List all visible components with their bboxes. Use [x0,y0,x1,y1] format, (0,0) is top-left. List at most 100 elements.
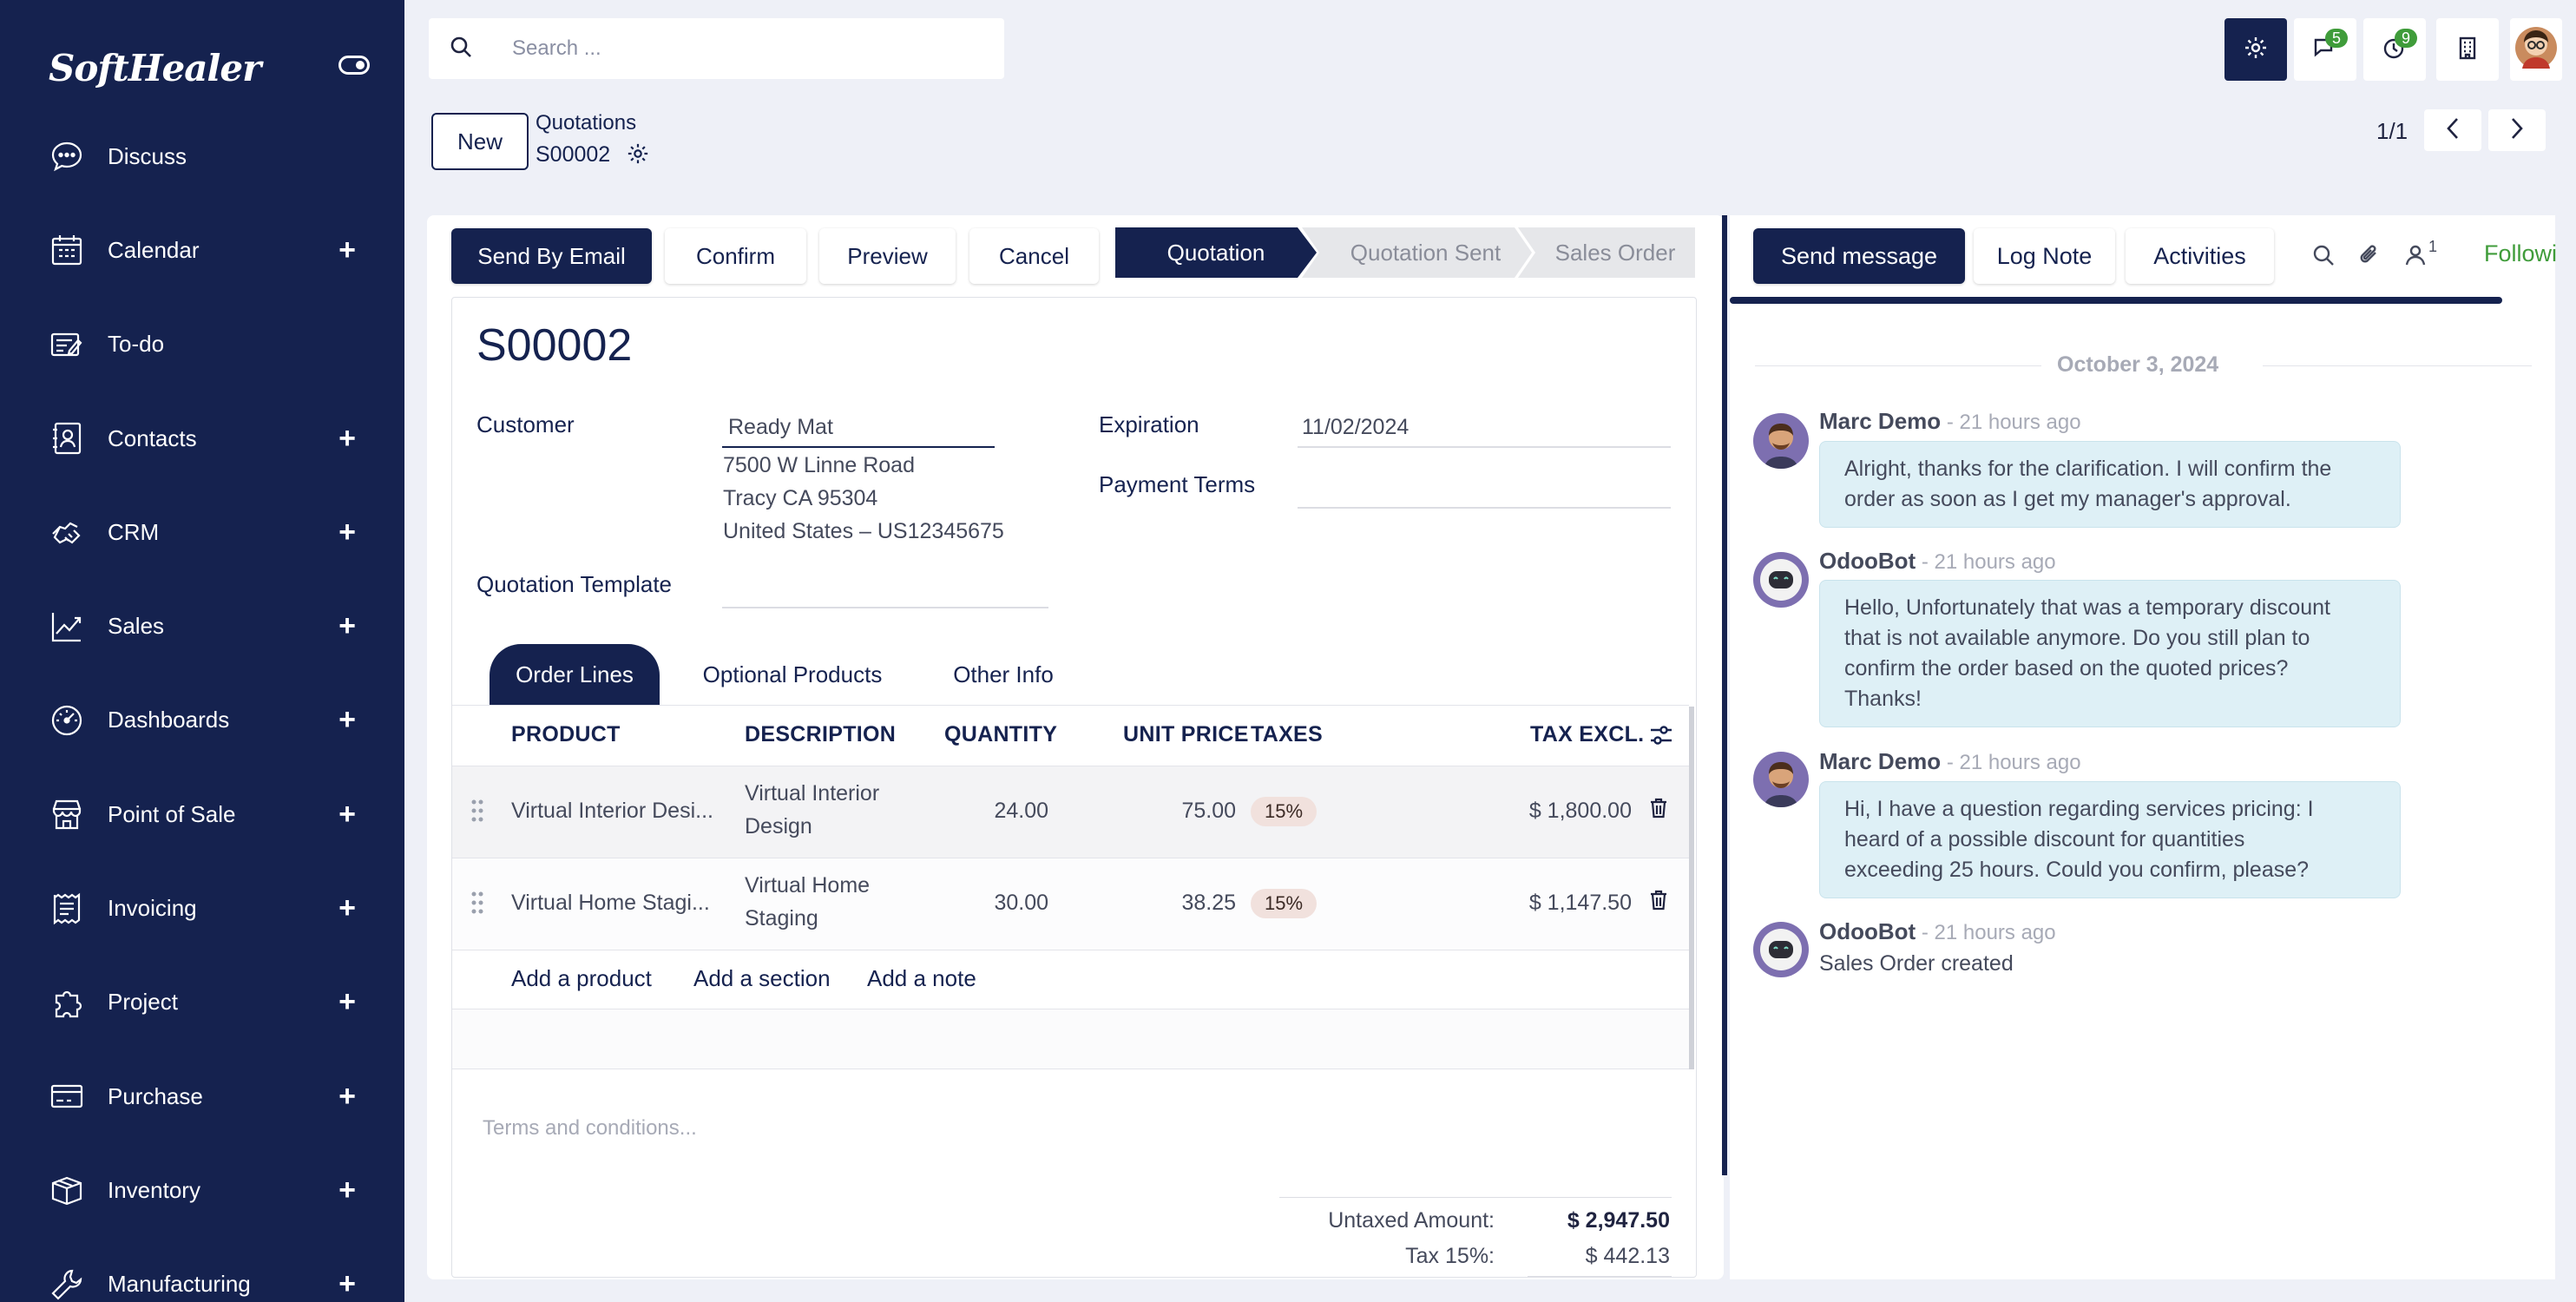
tab-order-lines[interactable]: Order Lines [490,644,660,705]
tab-other-info[interactable]: Other Info [953,661,1054,687]
plus-icon[interactable]: + [338,421,356,455]
col-product[interactable]: PRODUCT [511,722,621,746]
new-button[interactable]: New [431,113,529,170]
row-description-line1[interactable]: Virtual Home [745,873,871,898]
stage-quotation[interactable]: Quotation [1115,227,1317,278]
message-line: exceeding 25 hours. Could you confirm, p… [1844,858,2310,882]
sidebar-item-todo[interactable]: To-do [0,298,404,391]
row-description-line2[interactable]: Staging [745,906,818,930]
table-scrollbar[interactable] [1689,707,1694,1069]
plus-icon[interactable]: + [338,1173,356,1207]
activities-button[interactable]: Activities [2126,228,2274,284]
chatter-panel [1730,215,2555,1279]
col-taxes[interactable]: TAXES [1251,722,1323,746]
avatar[interactable] [1753,752,1809,807]
row-tax-badge[interactable]: 15% [1251,797,1318,826]
cancel-button[interactable]: Cancel [969,228,1099,284]
user-avatar[interactable] [2510,18,2562,81]
plus-icon[interactable]: + [338,985,356,1019]
pager-value[interactable]: 1/1 [2376,118,2408,144]
brand-logo[interactable]: SoftHealer [49,47,261,89]
sidebar-item-project[interactable]: Project + [0,956,404,1049]
plus-icon[interactable]: + [338,703,356,737]
author-name: Marc Demo [1819,408,1942,434]
sidebar-item-manufacturing[interactable]: Manufacturing + [0,1238,404,1302]
preview-button[interactable]: Preview [819,228,956,284]
following-button[interactable]: Followi [2484,240,2558,266]
drag-handle-icon[interactable] [470,891,484,919]
row-unit-price[interactable]: 75.00 [1181,799,1236,823]
trash-icon[interactable] [1649,889,1668,916]
sidebar-item-label: Manufacturing [108,1271,251,1298]
add-note-link[interactable]: Add a note [867,965,976,991]
plus-icon[interactable]: + [338,1079,356,1113]
send-message-button[interactable]: Send message [1753,228,1965,284]
chatter-resize-handle[interactable] [1722,215,1727,1175]
send-by-email-button[interactable]: Send By Email [451,228,652,284]
row-unit-price[interactable]: 38.25 [1181,891,1236,915]
stage-sales-order[interactable]: Sales Order [1518,227,1695,278]
sidebar-item-calendar[interactable]: Calendar + [0,203,404,297]
search-icon[interactable] [450,36,477,62]
avatar[interactable] [1753,552,1809,608]
avatar[interactable] [1753,922,1809,977]
activities-button[interactable]: 9 [2363,18,2426,81]
terms-and-conditions-input[interactable]: Terms and conditions... [483,1116,697,1140]
trash-icon[interactable] [1649,797,1668,824]
pager-previous-button[interactable] [2424,109,2481,151]
search-input[interactable] [512,36,998,61]
row-product[interactable]: Virtual Home Stagi... [511,891,710,915]
row-description-line1[interactable]: Virtual Interior [745,781,880,806]
col-tax-excl[interactable]: TAX EXCL. [1530,722,1645,746]
breadcrumb-parent[interactable]: Quotations [536,111,637,135]
sidebar-item-discuss[interactable]: Discuss [0,109,404,203]
sidebar-item-inventory[interactable]: Inventory + [0,1143,404,1237]
pager-next-button[interactable] [2488,109,2546,151]
add-section-link[interactable]: Add a section [693,965,831,991]
followers-icon[interactable] [2404,244,2427,271]
table-row[interactable] [452,858,1689,950]
sidebar-item-crm[interactable]: CRM + [0,485,404,579]
paperclip-icon[interactable] [2359,244,2382,271]
settings-button[interactable] [2224,18,2287,81]
expiration-input[interactable]: 11/02/2024 [1302,415,1410,439]
plus-icon[interactable]: + [338,891,356,925]
add-product-link[interactable]: Add a product [511,965,652,991]
row-quantity[interactable]: 24.00 [994,799,1048,823]
totals-divider [1279,1197,1672,1198]
row-product[interactable]: Virtual Interior Desi... [511,799,713,823]
sidebar-item-point-of-sale[interactable]: Point of Sale + [0,767,404,861]
row-tax-badge[interactable]: 15% [1251,889,1318,918]
plus-icon[interactable]: + [338,515,356,549]
tab-optional-products[interactable]: Optional Products [702,661,883,687]
message-line: confirm the order based on the quoted pr… [1844,656,2289,681]
stage-quotation-sent[interactable]: Quotation Sent [1302,227,1532,278]
col-quantity[interactable]: QUANTITY [944,722,1058,746]
col-unit-price[interactable]: UNIT PRICE [1123,722,1249,746]
sidebar-item-contacts[interactable]: Contacts + [0,391,404,485]
toggle-icon[interactable] [338,56,370,79]
table-row[interactable] [452,766,1689,858]
confirm-button[interactable]: Confirm [665,228,806,284]
company-button[interactable] [2436,18,2499,81]
row-description-line2[interactable]: Design [745,814,812,838]
sidebar-item-label: Purchase [108,1082,203,1109]
log-note-button[interactable]: Log Note [1974,228,2115,284]
sidebar-item-sales[interactable]: Sales + [0,579,404,673]
plus-icon[interactable]: + [338,609,356,643]
sidebar-item-dashboards[interactable]: Dashboards + [0,674,404,767]
customer-input[interactable]: Ready Mat [728,415,833,439]
plus-icon[interactable]: + [338,797,356,831]
search-icon[interactable] [2312,244,2335,271]
column-settings-icon[interactable] [1649,724,1673,751]
record-gear-icon[interactable] [627,142,649,169]
sidebar-item-purchase[interactable]: Purchase + [0,1049,404,1143]
sidebar-item-invoicing[interactable]: Invoicing + [0,861,404,955]
row-quantity[interactable]: 30.00 [994,891,1048,915]
plus-icon[interactable]: + [338,1267,356,1301]
messages-button[interactable]: 5 [2294,18,2356,81]
plus-icon[interactable]: + [338,233,356,266]
drag-handle-icon[interactable] [470,799,484,827]
avatar[interactable] [1753,413,1809,469]
col-description[interactable]: DESCRIPTION [745,722,897,746]
